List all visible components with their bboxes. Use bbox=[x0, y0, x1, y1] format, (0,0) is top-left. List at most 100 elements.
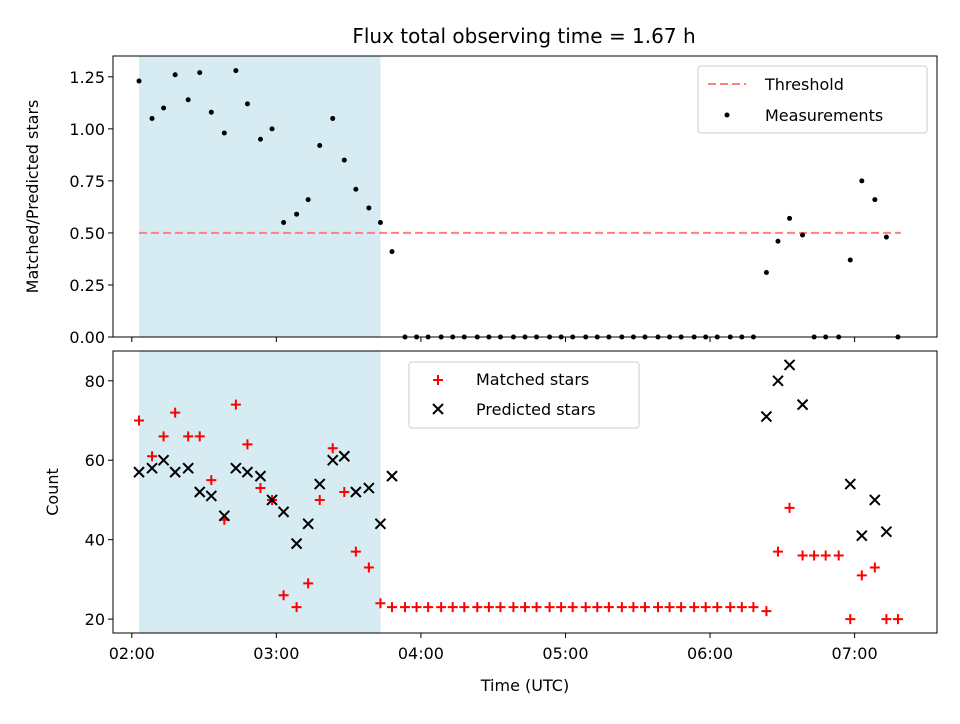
matched-star-point bbox=[134, 415, 145, 426]
measurement-point bbox=[883, 234, 889, 240]
measurement-point bbox=[847, 257, 853, 263]
measurement-point bbox=[208, 109, 214, 115]
measurement-point bbox=[800, 232, 806, 238]
predicted-star-point bbox=[194, 486, 206, 498]
matched-star-point bbox=[725, 602, 736, 613]
matched-star-point bbox=[736, 602, 747, 613]
y-tick-label: 60 bbox=[85, 451, 105, 470]
matched-star-point bbox=[291, 602, 302, 613]
matched-star-point bbox=[194, 431, 205, 442]
matched-star-point bbox=[363, 562, 374, 573]
matched-star-point bbox=[255, 483, 266, 494]
matched-star-point bbox=[820, 550, 831, 561]
matched-star-point bbox=[592, 602, 603, 613]
matched-star-point bbox=[411, 602, 422, 613]
measurement-point bbox=[872, 197, 878, 203]
matched-star-point bbox=[892, 614, 903, 625]
matched-star-point bbox=[809, 550, 820, 561]
predicted-star-point bbox=[241, 466, 254, 478]
predicted-star-point bbox=[218, 510, 231, 522]
measurement-point bbox=[787, 215, 793, 221]
matched-star-point bbox=[797, 550, 808, 561]
predicted-star-point bbox=[386, 470, 398, 482]
predicted-star-point bbox=[363, 482, 375, 494]
matched-star-point bbox=[856, 570, 867, 581]
matched-star-point bbox=[567, 602, 578, 613]
measurement-point bbox=[172, 72, 178, 78]
legend: Matched stars Predicted stars bbox=[408, 361, 640, 429]
predicted-star-point bbox=[157, 454, 170, 466]
y-axis-label: Matched/Predicted stars bbox=[23, 100, 42, 294]
y-tick-label: 0.75 bbox=[69, 172, 105, 191]
legend-predicted-swatch bbox=[432, 403, 444, 415]
predicted-star-point bbox=[146, 462, 158, 474]
predicted-star-point bbox=[314, 478, 326, 490]
predicted-star-point bbox=[760, 410, 773, 423]
matched-star-point bbox=[423, 602, 434, 613]
measurement-point bbox=[281, 220, 287, 226]
predicted-star-point bbox=[290, 537, 303, 550]
measurement-point bbox=[305, 197, 311, 203]
x-axis-label: Time (UTC) bbox=[480, 676, 569, 695]
legend-box bbox=[408, 361, 640, 429]
measurement-point bbox=[763, 269, 769, 275]
predicted-star-point bbox=[266, 494, 278, 506]
y-tick-label: 20 bbox=[85, 610, 105, 629]
matched-star-point bbox=[327, 443, 338, 454]
matched-star-point bbox=[664, 602, 675, 613]
predicted-star-point bbox=[327, 454, 339, 466]
measurement-point bbox=[294, 211, 300, 217]
observing-window-shade bbox=[139, 56, 381, 337]
matched-star-point bbox=[230, 399, 241, 410]
measurement-point bbox=[377, 220, 383, 226]
measurement-point bbox=[244, 101, 250, 107]
matched-star-point bbox=[784, 502, 795, 513]
axes-frame bbox=[112, 55, 938, 338]
chart-title: Flux total observing time = 1.67 h bbox=[352, 24, 695, 48]
matched-star-point bbox=[616, 602, 627, 613]
predicted-star-point bbox=[230, 462, 242, 474]
matched-star-point bbox=[556, 602, 567, 613]
measurement-point bbox=[136, 78, 142, 84]
x-tick-label: 05:00 bbox=[542, 644, 588, 663]
y-tick-label: 40 bbox=[85, 531, 105, 550]
legend-matched-swatch bbox=[433, 375, 443, 385]
predicted-star-point bbox=[182, 462, 194, 474]
matched-star-point bbox=[689, 602, 700, 613]
matched-star-point bbox=[436, 602, 447, 613]
legend-measurement-label: Measurements bbox=[765, 106, 883, 125]
matched-star-point bbox=[314, 494, 325, 505]
matched-star-point bbox=[676, 602, 687, 613]
matched-star-point bbox=[483, 602, 494, 613]
matched-star-point bbox=[833, 550, 844, 561]
predicted-star-point bbox=[880, 526, 893, 538]
matched-star-point bbox=[147, 451, 158, 462]
predicted-star-point bbox=[772, 375, 784, 387]
predicted-star-point bbox=[133, 466, 145, 478]
legend-matched-label: Matched stars bbox=[476, 370, 589, 389]
bottom-panel-counts: 20 40 60 80 02:00 03:00 04:00 05:00 06:00 07:00 Co… bbox=[43, 350, 938, 695]
matched-star-point bbox=[652, 602, 663, 613]
legend-box bbox=[697, 65, 928, 134]
measurement-point bbox=[269, 126, 275, 132]
measurement-point bbox=[330, 115, 336, 121]
measurement-point bbox=[389, 249, 395, 255]
legend: Threshold Measurements bbox=[697, 65, 928, 134]
predicted-star-point bbox=[350, 486, 362, 498]
matched-star-point bbox=[772, 546, 783, 557]
x-tick-label: 07:00 bbox=[832, 644, 878, 663]
matched-star-point bbox=[350, 546, 361, 557]
matched-star-point bbox=[459, 602, 470, 613]
measurement-point bbox=[149, 115, 155, 121]
predicted-star-point bbox=[205, 490, 218, 502]
matched-star-point bbox=[158, 431, 169, 442]
measurement-point bbox=[257, 136, 263, 142]
predicted-star-point bbox=[277, 506, 290, 518]
predicted-star-point bbox=[302, 518, 314, 530]
y-tick-label: 1.00 bbox=[69, 120, 105, 139]
matched-star-point bbox=[170, 407, 181, 418]
predicted-star-point bbox=[844, 478, 856, 490]
matched-star-point bbox=[400, 602, 411, 613]
top-panel-ratio: 0.00 0.25 0.50 0.75 1.00 1.25 Matched/Predicte… bbox=[23, 55, 938, 347]
